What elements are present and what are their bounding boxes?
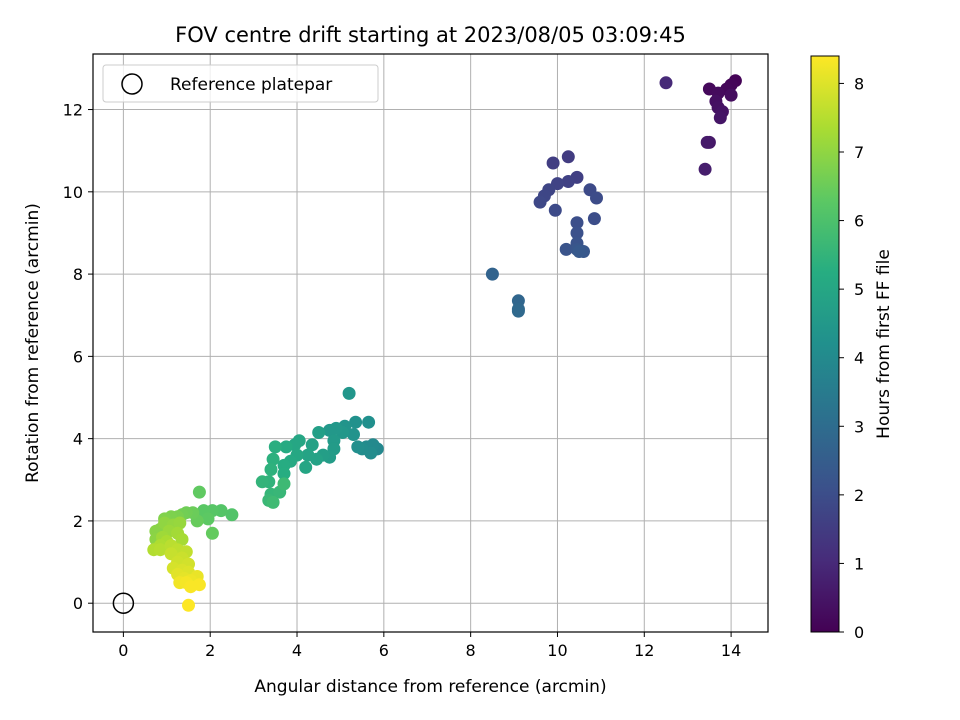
data-point (587, 212, 601, 226)
data-point (349, 415, 363, 429)
data-point (182, 598, 195, 612)
data-point (362, 415, 376, 429)
data-point (561, 175, 575, 188)
y-tick-label: 10 (63, 183, 83, 202)
data-point (305, 438, 319, 452)
data-point (351, 440, 365, 454)
data-point (724, 88, 738, 102)
data-point (511, 304, 525, 318)
data-point (264, 463, 278, 476)
data-point (323, 423, 337, 437)
y-tick-label: 2 (73, 512, 83, 531)
colorbar-label: Hours from first FF file (874, 249, 894, 439)
colorbar-ticks: 0 1 2 3 4 5 6 7 8 (839, 74, 864, 642)
x-axis-label: Angular distance from reference (arcmin) (254, 677, 606, 697)
data-point (312, 426, 326, 439)
y-axis-label: Rotation from reference (arcmin) (23, 203, 43, 483)
y-axis-ticks: 0 2 4 6 8 10 12 (63, 101, 93, 613)
data-point (268, 440, 282, 454)
data-point (559, 242, 573, 256)
x-tick-label: 2 (205, 641, 215, 660)
colorbar-tick-label: 5 (854, 280, 864, 299)
data-point (173, 516, 187, 530)
data-point (266, 452, 280, 466)
x-tick-label: 12 (634, 641, 654, 660)
colorbar-tick-label: 7 (854, 143, 864, 162)
data-point (301, 448, 315, 462)
x-tick-label: 0 (118, 641, 128, 660)
data-point (548, 203, 562, 217)
data-point (570, 226, 584, 240)
data-point (546, 156, 560, 170)
data-point (299, 460, 313, 474)
data-point (485, 267, 499, 281)
colorbar-tick-label: 4 (854, 349, 864, 368)
data-point (572, 245, 586, 258)
data-point (533, 195, 547, 209)
y-tick-label: 8 (73, 265, 83, 284)
x-tick-label: 10 (547, 641, 567, 660)
x-tick-label: 8 (466, 641, 476, 660)
data-point (266, 495, 280, 509)
x-tick-label: 4 (292, 641, 302, 660)
chart-title: FOV centre drift starting at 2023/08/05 … (175, 23, 686, 47)
colorbar-tick-label: 6 (854, 212, 864, 231)
x-axis-ticks: 0 2 4 6 8 10 12 14 (118, 632, 741, 660)
legend-entry-label: Reference platepar (170, 75, 332, 95)
data-point (175, 532, 189, 546)
data-point (277, 477, 291, 491)
grid (93, 54, 768, 632)
reference-platepar-marker (112, 592, 135, 614)
data-point (225, 508, 239, 522)
plot-frame (92, 53, 769, 633)
colorbar-tick-label: 2 (854, 486, 864, 505)
data-point (255, 475, 269, 489)
data-point (184, 580, 198, 594)
data-point (279, 440, 293, 454)
data-point (201, 512, 215, 526)
x-tick-label: 6 (379, 641, 389, 660)
colorbar-tick-label: 1 (854, 554, 864, 573)
legend-box (102, 64, 379, 103)
data-point (342, 386, 356, 400)
data-point (713, 111, 727, 125)
y-tick-label: 4 (73, 430, 83, 449)
data-point (659, 76, 673, 90)
x-tick-label: 14 (721, 641, 741, 660)
data-point (700, 135, 714, 149)
legend: Reference platepar (102, 64, 379, 103)
data-point (570, 216, 584, 230)
y-tick-label: 6 (73, 347, 83, 366)
y-tick-label: 0 (73, 594, 83, 613)
data-point (590, 191, 603, 205)
data-point (561, 150, 575, 164)
legend-marker-icon (121, 73, 143, 95)
scatter-points (147, 74, 742, 612)
colorbar-tick-label: 0 (854, 623, 864, 642)
colorbar-tick-label: 8 (854, 74, 864, 93)
data-point (347, 428, 360, 441)
data-point (153, 543, 167, 557)
data-point (205, 526, 219, 540)
colorbar-tick-label: 3 (854, 417, 864, 436)
data-point (192, 485, 206, 499)
y-tick-label: 12 (63, 101, 83, 120)
data-point (698, 162, 712, 176)
data-point (277, 467, 291, 481)
colorbar (810, 55, 840, 633)
